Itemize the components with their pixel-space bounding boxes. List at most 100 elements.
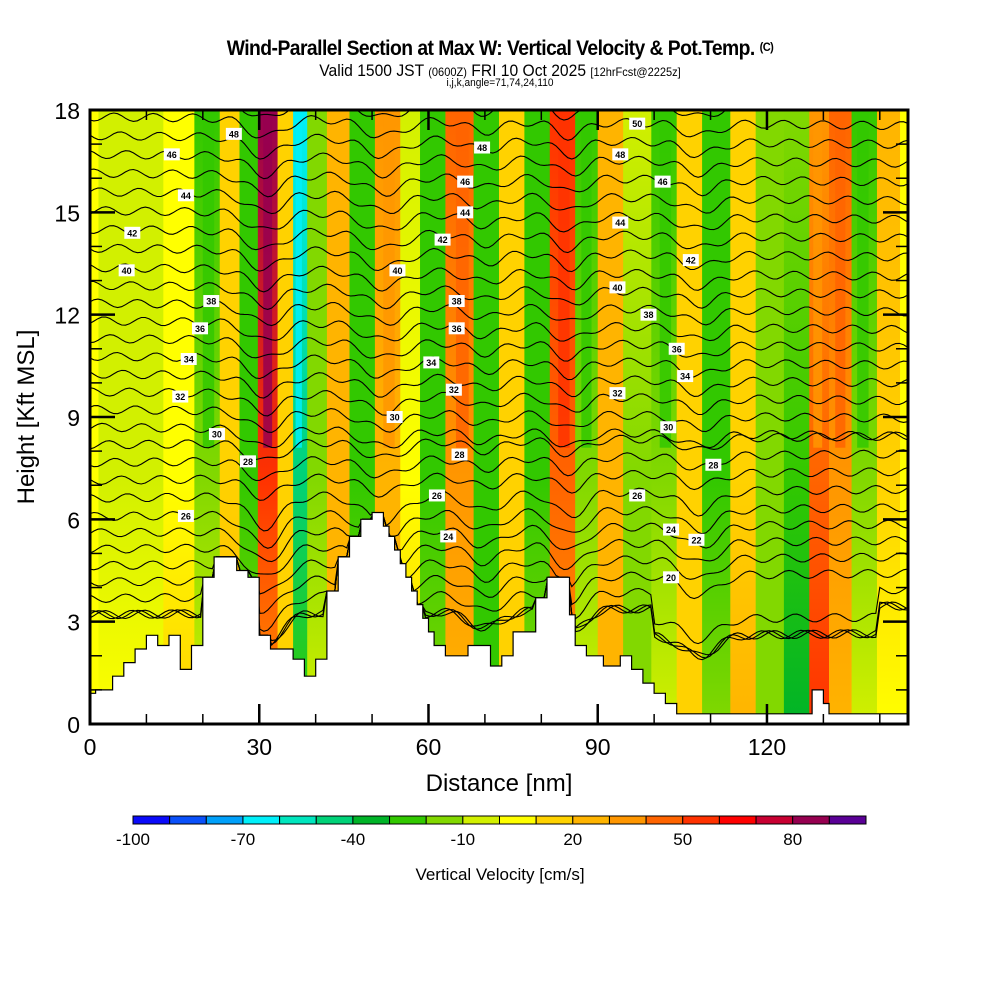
colorbar-swatch [169, 815, 207, 825]
velocity-core [263, 110, 273, 448]
contour-label-box [225, 127, 242, 140]
contour-label: 40 [389, 264, 406, 277]
contour-label: 42 [682, 254, 699, 267]
y-tick-label: 6 [67, 507, 80, 533]
contour-label-text: 24 [443, 532, 453, 542]
velocity-band [277, 110, 294, 724]
contour-label-text: 40 [122, 266, 132, 276]
isentrope-line [90, 168, 908, 198]
colorbar-swatch [608, 815, 647, 825]
contour-label-box [609, 281, 626, 294]
contour-label-text: 48 [615, 150, 625, 160]
plot-area: 48 46 44 42 40 38 36 34 32 30 28 26 48 46 44 42 40 38 36 34… [90, 110, 908, 724]
isentrope-line [90, 369, 908, 399]
contour-label-text: 28 [708, 460, 718, 470]
contour-label-text: 40 [612, 283, 622, 293]
contour-label: 38 [203, 295, 220, 308]
velocity-band [163, 110, 195, 724]
contour-label-text: 36 [195, 324, 205, 334]
theta-contours [90, 110, 908, 661]
velocity-core [709, 110, 723, 448]
contour-label-text: 30 [212, 430, 222, 440]
colorbar-label: -40 [341, 830, 366, 849]
contour-label-box [428, 489, 445, 502]
x-tick-label: 0 [84, 734, 97, 760]
contour-label: 46 [654, 175, 671, 188]
contour-label-box [386, 411, 403, 423]
contour-label: 42 [124, 226, 141, 239]
velocity-core [857, 110, 869, 448]
contour-label-box [448, 295, 465, 308]
velocity-band [597, 110, 624, 724]
colorbar-swatch [242, 815, 281, 825]
contour-label: 26 [428, 489, 445, 502]
isentrope-line [90, 334, 908, 362]
contour-label-box [629, 117, 646, 130]
contour-label-text: 26 [181, 511, 191, 521]
contour-label-text: 46 [167, 150, 177, 160]
contour-label-box [177, 509, 194, 522]
isentrope-line [90, 150, 908, 180]
y-tick-label: 9 [67, 405, 80, 431]
contour-label: 30 [660, 421, 677, 434]
contour-label: 28 [239, 455, 256, 468]
contour-label: 28 [705, 458, 722, 471]
colorbar: -100 -70 -40 -10 20 50 80 [116, 815, 867, 849]
colorbar-swatch [828, 815, 867, 825]
colorbar-swatch [352, 815, 391, 825]
velocity-bands [98, 110, 901, 724]
contour-label: 40 [118, 264, 135, 277]
contour-label: 26 [629, 489, 646, 502]
contour-label-box [640, 308, 657, 321]
contour-label-box [208, 428, 225, 441]
colorbar-swatch [572, 815, 610, 825]
contour-label-text: 40 [392, 266, 402, 276]
colorbar-label: 50 [673, 830, 692, 849]
contour-label-text: 20 [666, 573, 676, 583]
isentrope-line [90, 422, 908, 449]
colorbar-swatch [425, 815, 464, 825]
contour-label-text: 34 [184, 355, 194, 365]
chart-title: Wind-Parallel Section at Max W: Vertical… [40, 37, 960, 61]
contour-label-box [663, 523, 680, 536]
isentrope-line [90, 187, 908, 215]
contour-label-text: 46 [658, 177, 668, 187]
isentrope-line [90, 511, 908, 575]
contour-label-text: 24 [666, 525, 676, 535]
contour-label-text: 32 [449, 385, 459, 395]
isentrope-line [90, 387, 908, 417]
y-tick-label: 3 [67, 610, 80, 636]
contour-label-text: 30 [663, 423, 673, 433]
contour-label: 22 [688, 533, 705, 546]
isentrope-line [90, 316, 908, 342]
contour-label-text: 38 [452, 297, 462, 307]
contour-label-box [177, 189, 194, 202]
colorbar-swatch [389, 815, 427, 825]
x-tick-label: 120 [748, 734, 786, 760]
velocity-core [202, 110, 215, 448]
colorbar-title: Vertical Velocity [cm/s] [415, 865, 584, 884]
colorbar-swatch [499, 815, 537, 825]
colorbar-swatch [205, 815, 244, 825]
contour-label-text: 44 [615, 218, 625, 228]
contour-label-text: 22 [691, 535, 701, 545]
isentrope-line [90, 503, 908, 549]
x-axis-title: Distance [nm] [426, 770, 573, 797]
isentrope-line [90, 511, 908, 563]
contour-label: 36 [448, 322, 465, 335]
isentrope-line [90, 298, 908, 327]
contour-label-box [172, 390, 189, 403]
contour-label: 46 [457, 175, 474, 188]
contour-label: 26 [177, 509, 194, 522]
contour-label-text: 30 [390, 413, 400, 423]
contour-label: 38 [640, 308, 657, 321]
contour-label-box [448, 322, 465, 335]
contour-label-box [451, 448, 468, 461]
contour-label-box [705, 458, 722, 471]
colorbar-swatch [462, 815, 501, 825]
colorbar-swatch [755, 815, 794, 825]
y-axis-title: Height [Kft MSL] [13, 330, 40, 505]
contour-label: 36 [192, 322, 209, 335]
